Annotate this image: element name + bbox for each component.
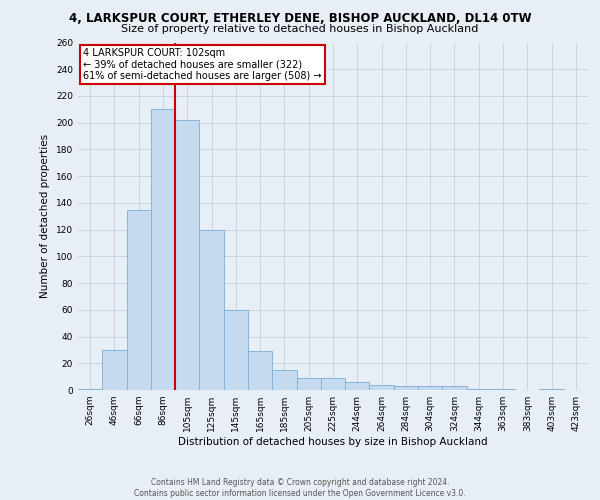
Bar: [224, 310, 248, 390]
Bar: [370, 384, 394, 390]
X-axis label: Distribution of detached houses by size in Bishop Auckland: Distribution of detached houses by size …: [178, 437, 488, 447]
Bar: [102, 350, 127, 390]
Bar: [539, 388, 564, 390]
Bar: [491, 388, 515, 390]
Bar: [345, 382, 370, 390]
Y-axis label: Number of detached properties: Number of detached properties: [40, 134, 50, 298]
Bar: [418, 386, 442, 390]
Bar: [175, 120, 199, 390]
Bar: [296, 378, 321, 390]
Bar: [78, 388, 102, 390]
Text: Size of property relative to detached houses in Bishop Auckland: Size of property relative to detached ho…: [121, 24, 479, 34]
Bar: [272, 370, 296, 390]
Bar: [394, 386, 418, 390]
Bar: [127, 210, 151, 390]
Text: Contains HM Land Registry data © Crown copyright and database right 2024.
Contai: Contains HM Land Registry data © Crown c…: [134, 478, 466, 498]
Text: 4, LARKSPUR COURT, ETHERLEY DENE, BISHOP AUCKLAND, DL14 0TW: 4, LARKSPUR COURT, ETHERLEY DENE, BISHOP…: [68, 12, 532, 26]
Bar: [199, 230, 224, 390]
Bar: [248, 351, 272, 390]
Bar: [442, 386, 467, 390]
Bar: [321, 378, 345, 390]
Bar: [151, 110, 175, 390]
Bar: [467, 388, 491, 390]
Text: 4 LARKSPUR COURT: 102sqm
← 39% of detached houses are smaller (322)
61% of semi-: 4 LARKSPUR COURT: 102sqm ← 39% of detach…: [83, 48, 322, 81]
